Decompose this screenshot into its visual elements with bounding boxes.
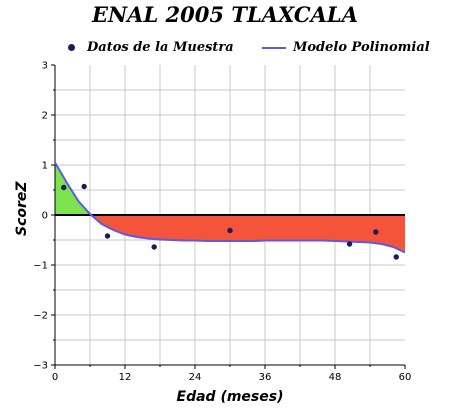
x-tick-label: 12 — [119, 372, 132, 383]
sample-point — [346, 241, 353, 247]
y-tick-label: −2 — [33, 311, 48, 322]
area-above-zero — [55, 162, 92, 215]
y-tick-label: 0 — [42, 211, 48, 222]
x-tick-label: 0 — [52, 372, 58, 383]
sample-point — [61, 184, 67, 191]
x-tick-label: 24 — [189, 372, 202, 383]
sample-point — [81, 183, 87, 190]
legend-label-model: Modelo Polinomial — [293, 40, 430, 55]
x-tick-label: 36 — [259, 372, 272, 383]
sample-point — [227, 227, 233, 234]
y-tick-label: 1 — [42, 161, 48, 172]
legend-item-sample: Datos de la Muestra — [68, 40, 234, 55]
legend-marker-dot — [68, 44, 75, 51]
y-axis-label: ScoreZ — [14, 181, 30, 236]
model-polynomial-line — [54, 161, 406, 254]
y-tick-label: 2 — [42, 111, 48, 122]
x-axis-label: Edad (meses) — [176, 389, 284, 405]
legend: Datos de la Muestra Modelo Polinomial — [64, 40, 434, 60]
y-tick-label: −3 — [33, 361, 48, 372]
sample-point — [393, 254, 399, 260]
legend-marker-line — [262, 46, 286, 49]
sample-point — [104, 233, 111, 239]
legend-item-model: Modelo Polinomial — [262, 40, 430, 55]
area-below-zero — [91, 215, 406, 253]
x-tick-label: 48 — [329, 372, 342, 383]
sample-point — [151, 244, 157, 250]
sample-point — [373, 229, 379, 235]
chart-title: ENAL 2005 TLAXCALA — [91, 2, 358, 27]
legend-label-sample: Datos de la Muestra — [87, 40, 234, 55]
x-tick-label: 60 — [399, 372, 412, 383]
y-tick-label: 3 — [42, 61, 48, 72]
y-tick-label: −1 — [33, 261, 48, 272]
